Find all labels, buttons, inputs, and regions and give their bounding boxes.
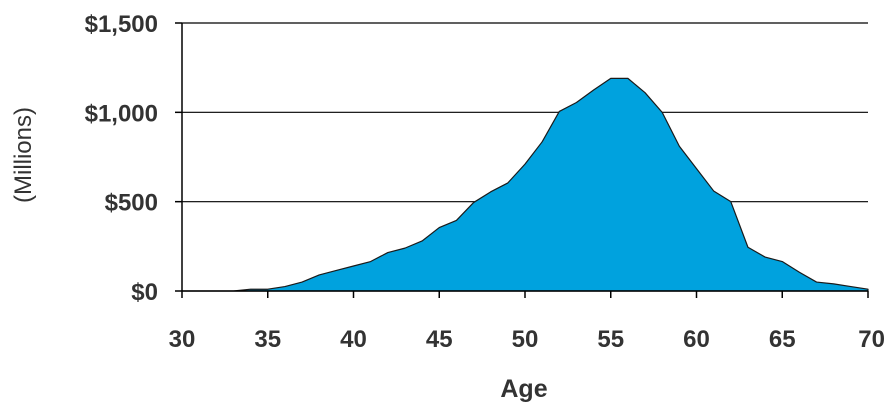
- x-tick-label-2: 40: [340, 326, 367, 353]
- age-area-series: [181, 77, 869, 292]
- x-tick-label-6: 60: [683, 326, 710, 353]
- x-axis-ticks: 30 35 40 45 50 55 60 65 70: [169, 291, 885, 353]
- y-axis-title: (Millions): [10, 107, 37, 203]
- x-tick-label-7: 65: [769, 326, 796, 353]
- x-tick-label-0: 30: [169, 326, 196, 353]
- plot-area: $0 $500 $1,000 $1,500 30 35 40 45 50 55 60 65 70: [85, 11, 885, 353]
- x-tick-label-1: 35: [254, 326, 281, 353]
- y-tick-label-3: $1,500: [85, 11, 158, 38]
- x-tick-label-4: 50: [512, 326, 539, 353]
- y-axis-ticks: $0 $500 $1,000 $1,500: [85, 11, 182, 306]
- y-tick-label-1: $500: [105, 190, 158, 217]
- y-tick-label-2: $1,000: [85, 100, 158, 127]
- x-tick-label-3: 45: [426, 326, 453, 353]
- x-axis-title: Age: [500, 375, 547, 403]
- y-tick-label-0: $0: [131, 279, 158, 306]
- x-tick-label-8: 70: [858, 326, 885, 353]
- x-tick-label-5: 55: [597, 326, 624, 353]
